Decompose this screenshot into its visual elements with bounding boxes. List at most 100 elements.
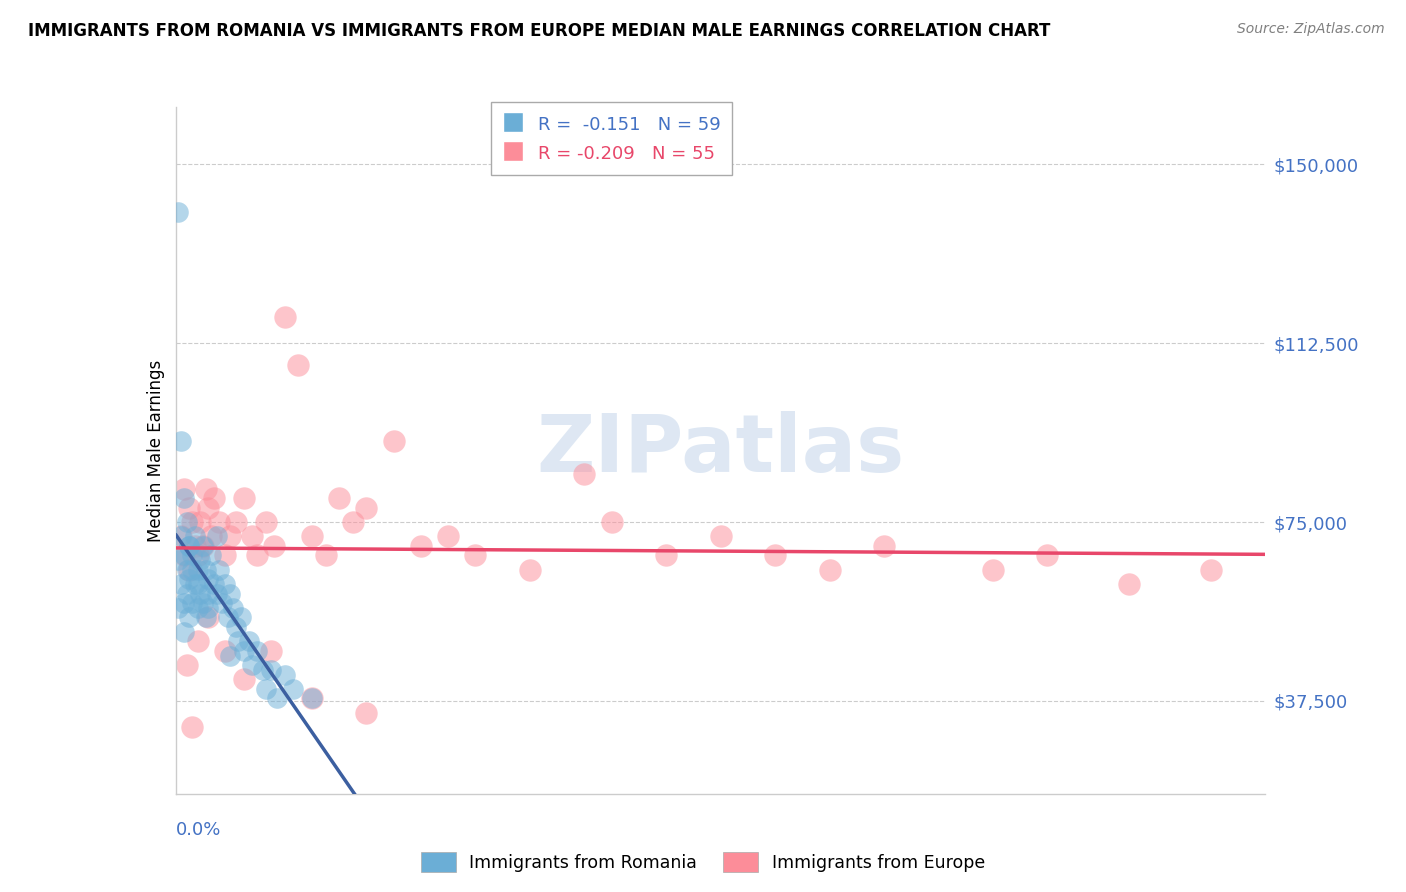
Point	[197, 600, 219, 615]
Point	[184, 539, 207, 553]
Point	[191, 539, 214, 553]
Point	[219, 586, 242, 600]
Point	[173, 549, 195, 563]
Point	[225, 620, 247, 634]
Point	[301, 691, 323, 706]
Point	[167, 553, 190, 567]
Point	[186, 577, 209, 591]
Point	[382, 434, 405, 448]
Point	[176, 515, 198, 529]
Point	[205, 529, 228, 543]
Point	[437, 529, 460, 543]
Point	[225, 515, 247, 529]
Point	[232, 673, 254, 687]
Point	[188, 586, 211, 600]
Point	[252, 663, 274, 677]
Point	[186, 600, 209, 615]
Point	[188, 515, 211, 529]
Point	[188, 553, 211, 567]
Point	[464, 549, 486, 563]
Point	[179, 572, 201, 586]
Point	[170, 529, 193, 543]
Point	[254, 515, 277, 529]
Point	[173, 482, 195, 496]
Point	[266, 691, 288, 706]
Point	[655, 549, 678, 563]
Point	[214, 549, 236, 563]
Point	[211, 596, 233, 610]
Point	[202, 491, 225, 505]
Point	[356, 500, 378, 515]
Point	[356, 706, 378, 720]
Point	[519, 563, 541, 577]
Point	[600, 515, 623, 529]
Point	[176, 563, 198, 577]
Point	[167, 600, 190, 615]
Point	[228, 634, 250, 648]
Point	[173, 549, 195, 563]
Point	[179, 610, 201, 624]
Point	[710, 529, 733, 543]
Point	[173, 624, 195, 639]
Point	[231, 610, 253, 624]
Point	[197, 586, 219, 600]
Point	[274, 667, 297, 681]
Point	[240, 529, 263, 543]
Point	[246, 644, 269, 658]
Point	[186, 549, 209, 563]
Point	[238, 634, 260, 648]
Point	[287, 358, 309, 372]
Point	[1036, 549, 1059, 563]
Point	[254, 681, 277, 696]
Point	[214, 577, 236, 591]
Point	[179, 563, 201, 577]
Point	[274, 310, 297, 324]
Point	[328, 491, 350, 505]
Point	[818, 563, 841, 577]
Point	[574, 467, 596, 482]
Point	[260, 644, 283, 658]
Point	[179, 539, 201, 553]
Point	[181, 515, 204, 529]
Text: IMMIGRANTS FROM ROMANIA VS IMMIGRANTS FROM EUROPE MEDIAN MALE EARNINGS CORRELATI: IMMIGRANTS FROM ROMANIA VS IMMIGRANTS FR…	[28, 22, 1050, 40]
Point	[263, 539, 285, 553]
Point	[186, 563, 209, 577]
Point	[214, 644, 236, 658]
Legend: R =  -0.151   N = 59, R = -0.209   N = 55: R = -0.151 N = 59, R = -0.209 N = 55	[491, 103, 733, 175]
Point	[181, 563, 204, 577]
Point	[240, 658, 263, 673]
Point	[219, 529, 242, 543]
Point	[186, 634, 209, 648]
Legend: Immigrants from Romania, Immigrants from Europe: Immigrants from Romania, Immigrants from…	[413, 845, 993, 879]
Point	[342, 515, 364, 529]
Point	[194, 563, 217, 577]
Point	[176, 586, 198, 600]
Point	[409, 539, 432, 553]
Point	[170, 434, 193, 448]
Text: 0.0%: 0.0%	[176, 822, 221, 839]
Point	[191, 539, 214, 553]
Point	[222, 600, 245, 615]
Point	[315, 549, 337, 563]
Point	[181, 549, 204, 563]
Point	[1118, 577, 1140, 591]
Point	[301, 691, 323, 706]
Point	[173, 596, 195, 610]
Point	[173, 491, 195, 505]
Point	[200, 549, 222, 563]
Point	[181, 596, 204, 610]
Point	[184, 577, 207, 591]
Point	[763, 549, 786, 563]
Point	[167, 205, 190, 219]
Point	[197, 572, 219, 586]
Y-axis label: Median Male Earnings: Median Male Earnings	[146, 359, 165, 541]
Point	[170, 529, 193, 543]
Point	[179, 500, 201, 515]
Point	[179, 539, 201, 553]
Point	[181, 720, 204, 734]
Point	[981, 563, 1004, 577]
Point	[194, 482, 217, 496]
Point	[202, 577, 225, 591]
Point	[217, 610, 239, 624]
Point	[170, 577, 193, 591]
